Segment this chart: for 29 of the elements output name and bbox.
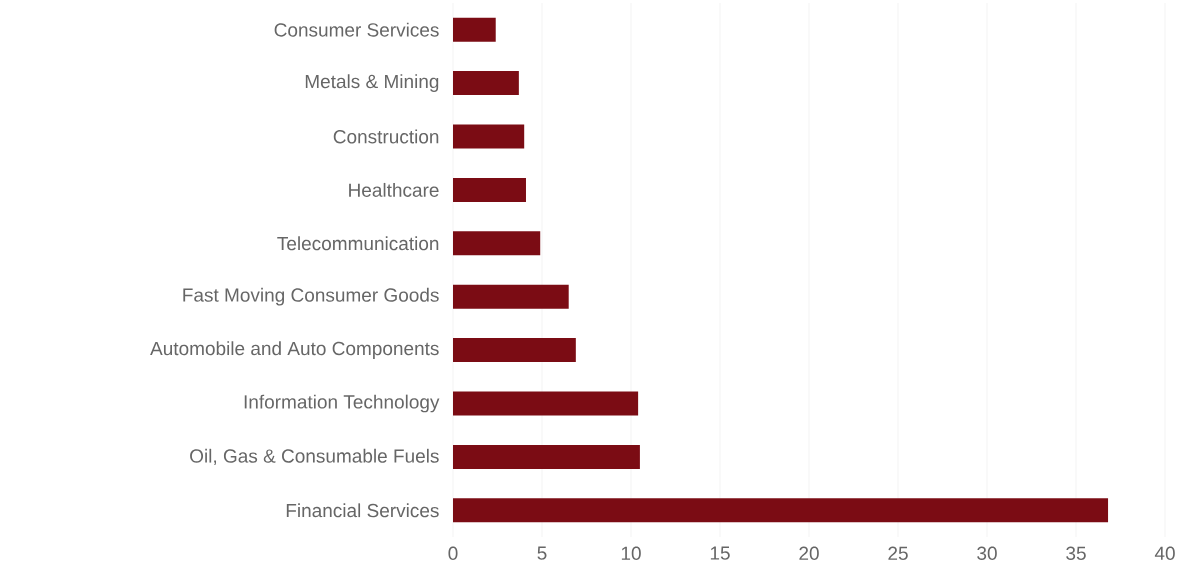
y-tick-label: Financial Services: [286, 503, 439, 518]
bar: [453, 498, 1109, 523]
bar: [453, 284, 569, 309]
bar: [453, 124, 525, 149]
y-tick-label: Metals & Mining: [305, 74, 439, 92]
y-tick-label: Healthcare: [349, 182, 439, 197]
y-tick-label: Oil, Gas & Consumable Fuels: [190, 448, 439, 466]
x-tick-label: 40: [1154, 546, 1175, 560]
y-tick-label: Telecommunication: [277, 236, 439, 251]
bar: [453, 17, 496, 42]
y-tick-label: Information Technology: [244, 394, 440, 413]
y-tick-label: Consumer Services: [274, 22, 439, 37]
x-tick-label: 15: [710, 546, 730, 560]
x-tick-label: 35: [1066, 546, 1086, 560]
bar: [453, 391, 639, 416]
bar: [453, 177, 526, 202]
bar: [453, 71, 519, 96]
bar: [453, 338, 576, 363]
x-tick-label: 25: [888, 546, 908, 560]
x-tick-label: 10: [621, 546, 641, 560]
x-tick-label: 30: [977, 546, 997, 560]
y-tick-label: Automobile and Auto Components: [150, 341, 439, 359]
bar: [453, 231, 541, 256]
y-tick-label: Fast Moving Consumer Goods: [183, 287, 439, 306]
y-tick-label: Construction: [333, 129, 439, 144]
x-tick-label: 20: [799, 546, 819, 560]
x-tick-label: 5: [537, 546, 547, 560]
x-tick-label: 0: [448, 546, 458, 560]
bar: [453, 444, 640, 469]
